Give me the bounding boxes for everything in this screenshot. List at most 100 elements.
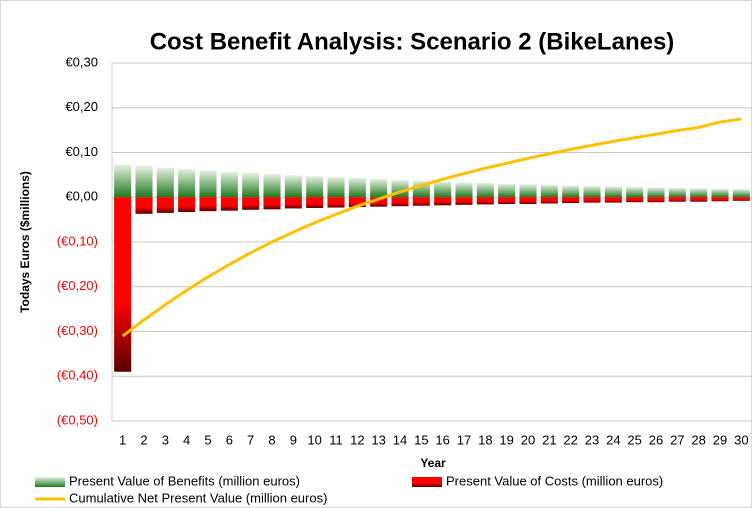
x-tick-label: 23 [585,432,599,447]
legend-swatch [412,477,442,487]
bar [434,181,452,198]
x-tick-label: 24 [606,432,620,447]
bar [711,197,729,202]
x-tick-label: 29 [713,432,727,447]
bar [242,173,260,198]
y-tick-label: €0,20 [65,99,98,114]
bar [668,187,686,198]
bar [284,197,302,209]
bar [220,197,238,211]
bar [540,197,558,204]
bar [242,197,260,210]
bar [284,175,302,198]
y-tick-label: €0,30 [65,54,98,69]
bar [455,182,473,198]
x-axis-title: Year [420,456,446,470]
bar [455,197,473,205]
y-tick-label: €0,00 [65,189,98,204]
legend-swatch [35,477,65,487]
bar [476,182,494,198]
bar [370,197,388,207]
x-tick-label: 19 [499,432,513,447]
legend-label: Present Value of Costs (million euros) [446,473,663,488]
x-tick-label: 18 [478,432,492,447]
x-tick-label: 30 [734,432,748,447]
bar [199,197,217,212]
y-tick-label: (€0,10) [57,233,98,248]
y-tick-label: (€0,40) [57,368,98,383]
x-tick-label: 5 [204,432,211,447]
bar [370,178,388,198]
bar [327,197,345,208]
x-tick-label: 1 [119,432,126,447]
x-tick-label: 22 [563,432,577,447]
bar [583,186,601,198]
bar [604,186,622,198]
bar [156,197,174,213]
bar [156,167,174,198]
bar [626,197,644,203]
x-tick-label: 27 [670,432,684,447]
bar [562,197,580,204]
y-tick-label: (€0,20) [57,278,98,293]
legend-label: Cumulative Net Present Value (million eu… [69,490,327,505]
bar [498,197,516,204]
legend-label: Present Value of Benefits (million euros… [69,473,300,488]
bar [178,169,196,198]
bar [263,173,281,198]
bar [434,197,452,206]
bar [711,188,729,198]
bar [498,183,516,198]
x-tick-label: 28 [691,432,705,447]
bar [263,197,281,210]
bar [178,197,196,213]
bar [519,197,537,204]
x-tick-label: 6 [226,432,233,447]
bar [668,197,686,202]
bar [114,164,132,198]
bar [519,184,537,198]
x-tick-label: 3 [162,432,169,447]
x-tick-label: 15 [414,432,428,447]
bar [476,197,494,205]
bar [732,189,750,198]
bar [220,171,238,198]
line [121,117,742,338]
bar [135,197,153,214]
y-tick-label: €0,10 [65,144,98,159]
x-tick-label: 7 [247,432,254,447]
bar [690,197,708,202]
x-tick-label: 25 [627,432,641,447]
bar [732,197,750,201]
bar [306,176,324,198]
bar [114,197,132,372]
bar [135,165,153,198]
x-tick-label: 8 [268,432,275,447]
bar [199,170,217,198]
bar [647,197,665,203]
x-tick-label: 4 [183,432,190,447]
x-tick-label: 9 [290,432,297,447]
bar [647,187,665,198]
bar [391,197,409,207]
bar [540,184,558,198]
x-tick-label: 17 [457,432,471,447]
bar [348,197,366,208]
bar [306,197,324,208]
x-tick-label: 21 [542,432,556,447]
chart-title: Cost Benefit Analysis: Scenario 2 (BikeL… [150,28,675,55]
x-tick-label: 20 [521,432,535,447]
x-tick-label: 11 [329,432,343,447]
y-tick-label: (€0,30) [57,323,98,338]
bar [412,197,430,206]
y-tick-label: (€0,50) [57,412,98,427]
bar [604,197,622,203]
x-tick-label: 16 [435,432,449,447]
bar [562,185,580,198]
bar [348,178,366,198]
x-tick-label: 12 [350,432,364,447]
x-tick-label: 2 [140,432,147,447]
x-tick-label: 10 [307,432,321,447]
bar [583,197,601,203]
